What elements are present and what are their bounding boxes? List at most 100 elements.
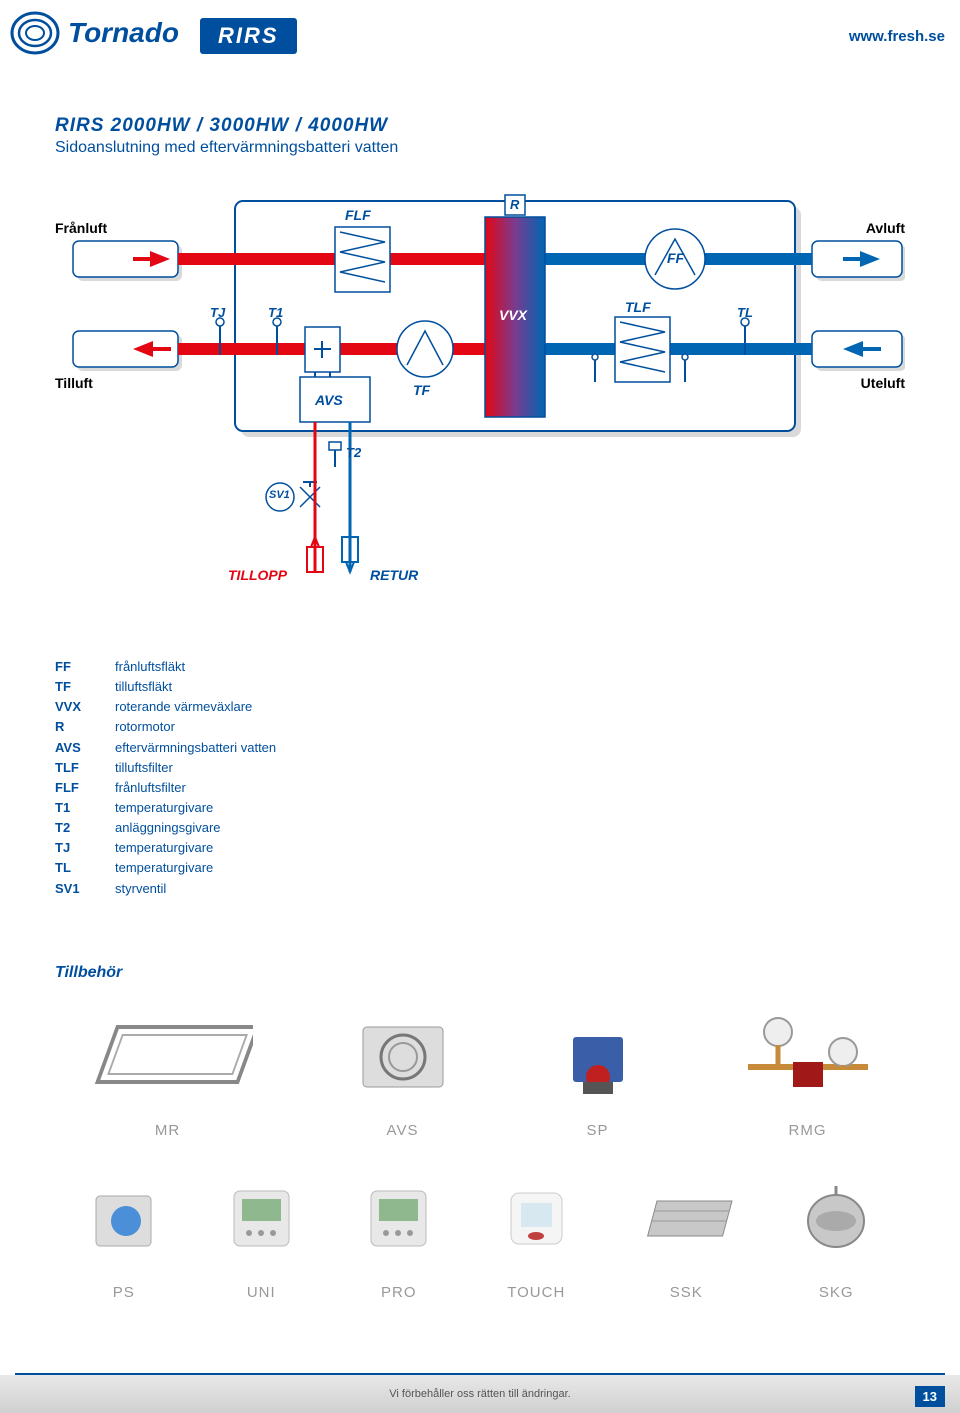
acc-label: PRO (381, 1284, 417, 1301)
frame-icon (83, 1012, 253, 1102)
label-t1: T1 (268, 305, 283, 320)
damper-round-icon (799, 1181, 874, 1256)
footer-disclaimer: Vi förbehåller oss rätten till ändringar… (389, 1388, 570, 1400)
coil-icon (348, 1012, 458, 1102)
legend-key: TLF (55, 758, 115, 778)
legend-row: TFtilluftsfläkt (55, 677, 905, 697)
tornado-swirl-icon (10, 8, 60, 58)
legend-value: frånluftsfilter (115, 778, 186, 798)
legend-key: TL (55, 858, 115, 878)
footer-bar: Vi förbehåller oss rätten till ändringar… (0, 1375, 960, 1413)
label-tl: TL (737, 305, 753, 320)
label-franluft: Frånluft (55, 220, 107, 236)
legend-value: frånluftsfläkt (115, 657, 185, 677)
legend-value: temperaturgivare (115, 858, 213, 878)
legend-value: roterande värmeväxlare (115, 697, 252, 717)
legend-key: R (55, 717, 115, 737)
accessories-row-1: MR AVS SP RMG (55, 1007, 905, 1139)
pump-icon (553, 1012, 643, 1102)
legend: FFfrånluftsfläktTFtilluftsfläktVVXrotera… (55, 657, 905, 899)
acc-ps: PS (86, 1169, 161, 1301)
acc-label: UNI (247, 1284, 276, 1301)
acc-label: TOUCH (507, 1284, 565, 1301)
label-vvx: VVX (499, 307, 527, 323)
legend-key: TJ (55, 838, 115, 858)
acc-label: PS (113, 1284, 135, 1301)
label-retur: RETUR (370, 567, 418, 583)
label-ff: FF (667, 250, 684, 266)
acc-pro: PRO (361, 1169, 436, 1301)
legend-value: rotormotor (115, 717, 175, 737)
legend-key: T1 (55, 798, 115, 818)
acc-label: SP (586, 1122, 608, 1139)
logo: Tornado (10, 8, 179, 58)
legend-row: SV1styrventil (55, 879, 905, 899)
accessories-title: Tillbehör (55, 964, 905, 982)
legend-key: FF (55, 657, 115, 677)
logo-text: Tornado (68, 17, 179, 49)
pressure-switch-icon (86, 1181, 161, 1256)
legend-key: TF (55, 677, 115, 697)
legend-row: AVSeftervärmningsbatteri vatten (55, 738, 905, 758)
acc-touch: TOUCH (499, 1169, 574, 1301)
acc-label: RMG (789, 1122, 827, 1139)
header-url: www.fresh.se (849, 28, 945, 45)
legend-value: tilluftsfilter (115, 758, 173, 778)
acc-label: SKG (819, 1284, 854, 1301)
legend-row: TJtemperaturgivare (55, 838, 905, 858)
label-tf: TF (413, 382, 430, 398)
acc-avs: AVS (348, 1007, 458, 1139)
label-t2: T2 (346, 445, 361, 460)
acc-ssk: SSK (636, 1169, 736, 1301)
label-tillopp: TILLOPP (228, 567, 287, 583)
label-avs: AVS (315, 392, 343, 408)
acc-sp: SP (553, 1007, 643, 1139)
acc-label: AVS (387, 1122, 419, 1139)
legend-row: FFfrånluftsfläkt (55, 657, 905, 677)
acc-mr: MR (83, 1007, 253, 1139)
label-uteluft: Uteluft (861, 375, 905, 391)
legend-value: temperaturgivare (115, 838, 213, 858)
controller-icon (224, 1181, 299, 1256)
acc-label: SSK (670, 1284, 703, 1301)
label-r: R (510, 197, 519, 212)
legend-value: temperaturgivare (115, 798, 213, 818)
legend-key: FLF (55, 778, 115, 798)
controller-icon (361, 1181, 436, 1256)
legend-value: tilluftsfläkt (115, 677, 172, 697)
legend-value: eftervärmningsbatteri vatten (115, 738, 276, 758)
acc-label: MR (155, 1122, 180, 1139)
label-tj: TJ (210, 305, 225, 320)
page-subtitle: Sidoanslutning med eftervärmningsbatteri… (55, 139, 905, 157)
acc-uni: UNI (224, 1169, 299, 1301)
label-tlf: TLF (625, 299, 651, 315)
label-sv1: SV1 (269, 489, 290, 501)
accessories-row-2: PS UNI PRO TOUCH SSK SKG (55, 1169, 905, 1301)
legend-key: VVX (55, 697, 115, 717)
touch-panel-icon (499, 1181, 574, 1256)
legend-row: T1temperaturgivare (55, 798, 905, 818)
acc-skg: SKG (799, 1169, 874, 1301)
acc-rmg: RMG (738, 1007, 878, 1139)
schematic-diagram: Frånluft Avluft Tilluft Uteluft FLF R FF… (55, 187, 905, 617)
label-avluft: Avluft (866, 220, 905, 236)
legend-row: TLFtilluftsfilter (55, 758, 905, 778)
legend-value: styrventil (115, 879, 166, 899)
legend-row: FLFfrånluftsfilter (55, 778, 905, 798)
page-title: RIRS 2000HW / 3000HW / 4000HW (55, 115, 905, 137)
legend-row: T2anläggningsgivare (55, 818, 905, 838)
page-header: Tornado RIRS www.fresh.se (0, 0, 960, 75)
legend-row: Rrotormotor (55, 717, 905, 737)
label-tilluft: Tilluft (55, 375, 93, 391)
label-flf: FLF (345, 207, 371, 223)
legend-row: TLtemperaturgivare (55, 858, 905, 878)
damper-rect-icon (636, 1186, 736, 1251)
legend-key: AVS (55, 738, 115, 758)
legend-key: T2 (55, 818, 115, 838)
valve-assembly-icon (738, 1007, 878, 1107)
legend-value: anläggningsgivare (115, 818, 221, 838)
legend-key: SV1 (55, 879, 115, 899)
page-number: 13 (915, 1386, 945, 1407)
rirs-badge: RIRS (200, 18, 297, 54)
legend-row: VVXroterande värmeväxlare (55, 697, 905, 717)
